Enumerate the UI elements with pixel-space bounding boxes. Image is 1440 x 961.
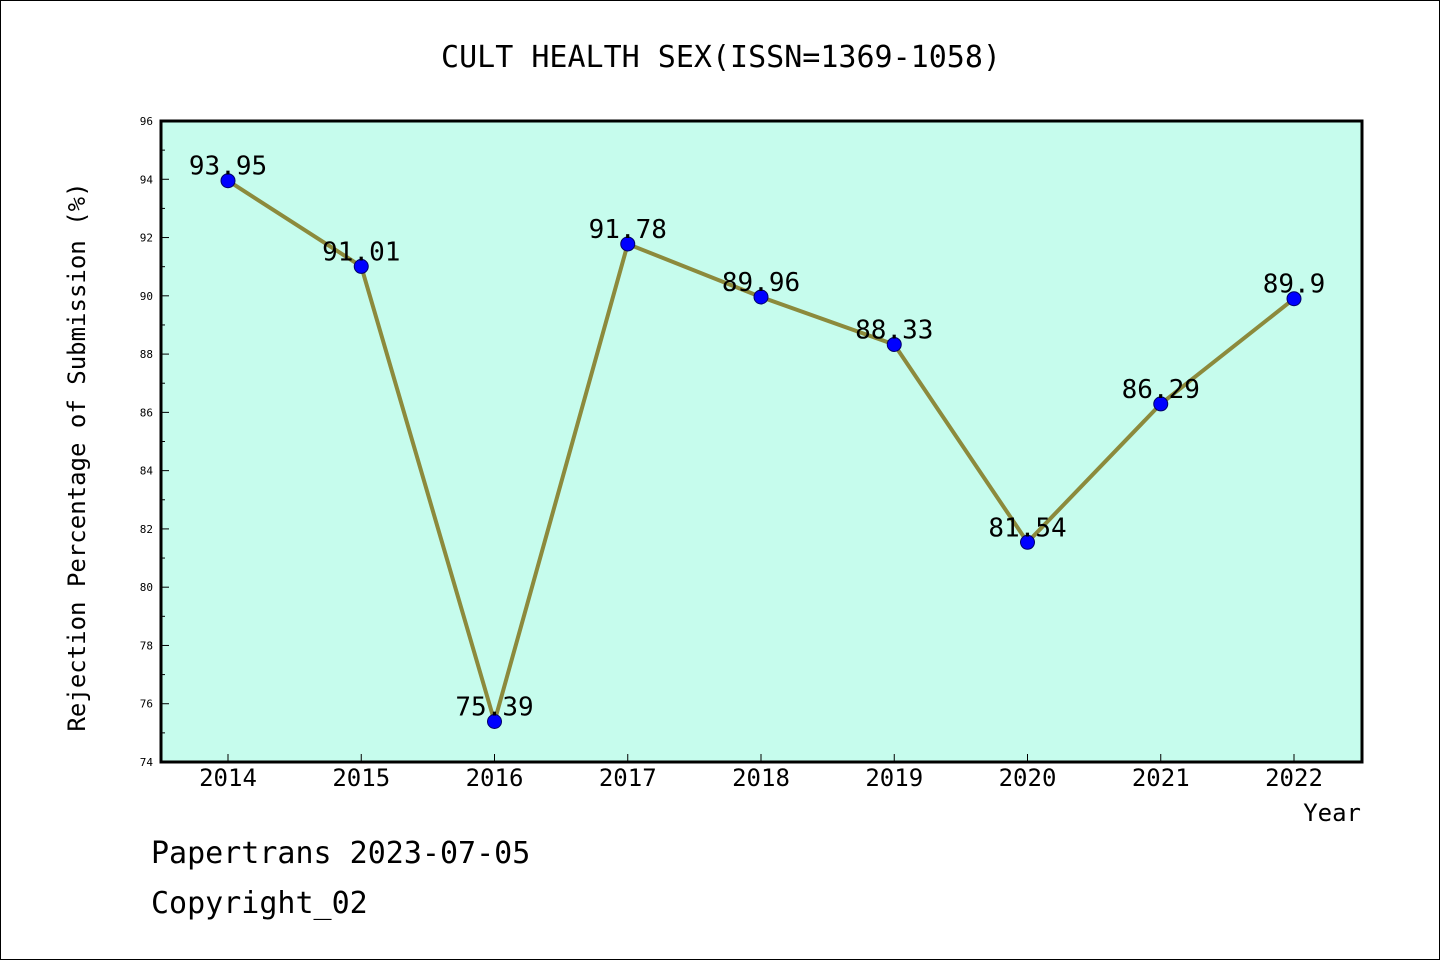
- x-tick-label: 2018: [732, 764, 790, 792]
- y-tick-label: 86: [140, 406, 153, 419]
- y-tick-label: 82: [140, 523, 153, 536]
- x-tick-label: 2015: [332, 764, 390, 792]
- data-point-2018: [753, 289, 769, 305]
- y-tick-label: 96: [140, 115, 153, 128]
- y-axis: 74 76 78 80 82 84 86 88 90 92 94 96: [140, 115, 169, 769]
- y-tick-label: 74: [140, 756, 154, 769]
- y-tick-label: 78: [140, 639, 153, 652]
- x-tick-label: 2017: [599, 764, 657, 792]
- y-tick-label: 88: [140, 348, 153, 361]
- y-tick-label: 76: [140, 698, 153, 711]
- data-point-2019: [886, 336, 902, 352]
- data-markers: [220, 173, 1302, 730]
- plot-area: [161, 121, 1362, 762]
- x-tick-label: 2014: [199, 764, 257, 792]
- x-tick-label: 2022: [1265, 764, 1323, 792]
- x-axis-label: Year: [1303, 799, 1361, 827]
- y-axis-label: Rejection Percentage of Submission (%): [63, 182, 91, 731]
- data-point-2020: [1020, 534, 1035, 550]
- y-tick-label: 84: [140, 465, 154, 478]
- data-point-2021: [1153, 396, 1169, 412]
- y-tick-label: 90: [140, 290, 153, 303]
- x-tick-label: 2016: [466, 764, 524, 792]
- y-tick-label: 94: [140, 173, 154, 186]
- x-tick-label: 2020: [999, 764, 1057, 792]
- data-label-2020: 81.54: [988, 513, 1066, 543]
- data-labels: 93.95 91.01 75.39 91.78 89.96 88.33 81.54 86.29…: [189, 152, 1325, 723]
- data-point-2015: [353, 258, 369, 274]
- data-label-2014: 93.95: [189, 152, 267, 182]
- x-axis: 2014 2015 2016 2017 2018 2019 2020 2021 2022: [199, 754, 1323, 792]
- data-label-2015: 91.01: [322, 237, 400, 267]
- y-tick-label: 92: [140, 232, 153, 245]
- x-tick-label: 2019: [865, 764, 923, 792]
- data-label-2016: 75.39: [455, 693, 533, 723]
- chart-title: CULT HEALTH SEX(ISSN=1369-1058): [441, 40, 1001, 75]
- data-label-2017: 91.78: [589, 215, 667, 245]
- data-point-2016: [487, 714, 502, 730]
- data-point-2022: [1286, 291, 1302, 307]
- data-label-2018: 89.96: [722, 268, 800, 298]
- y-tick-label: 80: [140, 581, 153, 594]
- plot-border: [159, 119, 1364, 764]
- data-label-2021: 86.29: [1122, 375, 1200, 405]
- data-label-2019: 88.33: [855, 315, 933, 345]
- footer-date: Papertrans 2023-07-05: [151, 836, 531, 871]
- data-point-2017: [620, 236, 636, 252]
- data-point-2014: [220, 173, 236, 189]
- footer-copyright: Copyright_02: [151, 886, 368, 921]
- data-label-2022: 89.9: [1263, 270, 1326, 300]
- x-tick-label: 2021: [1132, 764, 1190, 792]
